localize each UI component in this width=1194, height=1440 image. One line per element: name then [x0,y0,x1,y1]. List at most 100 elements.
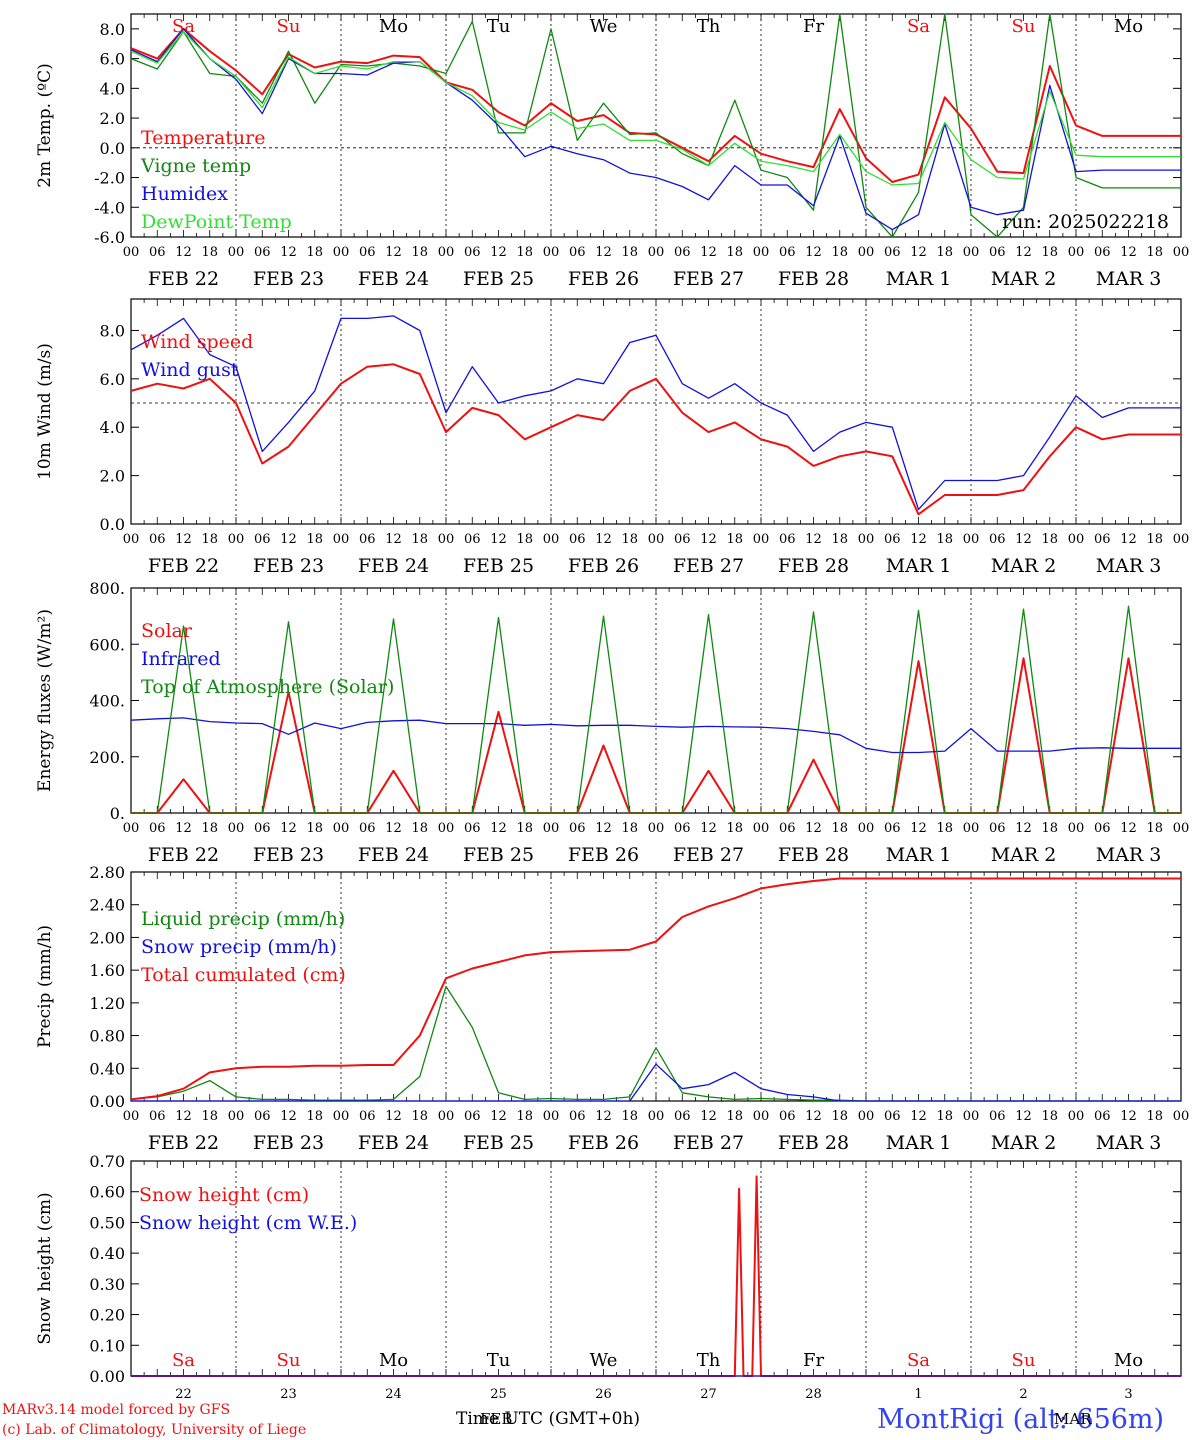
hour-tick-label: 00 [1068,245,1085,260]
hour-tick-label: 18 [1146,821,1163,836]
weekday-label: Th [697,16,721,37]
day-number-label: 24 [385,1387,402,1402]
series-line-wind-speed [130,363,1181,516]
hour-tick-label: 12 [280,532,297,547]
hour-tick-label: 18 [936,532,953,547]
hour-tick-label: 18 [411,1109,428,1124]
hour-tick-label: 12 [175,821,192,836]
legend-entry: Wind speed [141,331,253,353]
series-line-infrared [130,717,1181,754]
hour-tick-label: 12 [385,245,402,260]
hour-tick-label: 12 [385,1109,402,1124]
hour-tick-label: 18 [1146,1109,1163,1124]
hour-tick-label: 18 [1146,532,1163,547]
y-tick-label: -6.0 [94,228,125,247]
hour-tick-label: 12 [805,245,822,260]
hour-tick-label: 12 [385,821,402,836]
hour-tick-label: 00 [543,245,560,260]
weekday-label: Mo [379,1350,408,1371]
hour-tick-label: 18 [936,245,953,260]
hour-tick-label: 12 [595,245,612,260]
hour-tick-label: 12 [910,532,927,547]
weekday-label: Su [1012,1350,1036,1371]
date-label: FEB 25 [463,555,534,577]
date-label: FEB 24 [358,268,429,290]
hour-tick-label: 12 [595,1109,612,1124]
date-label: MAR 2 [991,268,1057,290]
date-label: FEB 24 [358,1132,429,1154]
hour-tick-label: 18 [516,1109,533,1124]
date-label: FEB 23 [253,268,324,290]
day-number-label: 1 [914,1387,922,1402]
hour-tick-label: 06 [569,1109,586,1124]
series-line-vigne-temp [130,13,1181,238]
hour-tick-label: 00 [1173,821,1190,836]
y-tick-label: -2.0 [94,169,125,188]
hour-tick-label: 06 [254,245,271,260]
hour-tick-label: 00 [753,821,770,836]
hour-tick-label: 18 [306,532,323,547]
date-label: FEB 23 [253,555,324,577]
hour-tick-label: 06 [884,821,901,836]
day-number-label: 28 [805,1387,822,1402]
date-label: MAR 2 [991,844,1057,866]
date-label: FEB 23 [253,844,324,866]
hour-tick-label: 06 [989,245,1006,260]
hour-tick-label: 18 [306,245,323,260]
hour-tick-label: 00 [333,532,350,547]
hour-tick-label: 06 [1094,532,1111,547]
hour-tick-label: 12 [1120,245,1137,260]
hour-tick-label: 00 [963,532,980,547]
hour-tick-label: 00 [438,245,455,260]
y-tick-label: 0.20 [89,1306,125,1325]
day-number-label: 2 [1019,1387,1027,1402]
hour-tick-label: 00 [963,245,980,260]
hour-tick-label: 00 [228,245,245,260]
y-tick-label: 2.40 [89,896,125,915]
hour-tick-label: 18 [831,245,848,260]
hour-tick-label: 12 [700,821,717,836]
hour-tick-label: 12 [1015,1109,1032,1124]
date-label: MAR 1 [886,1132,952,1154]
hour-tick-label: 12 [700,245,717,260]
hour-tick-label: 00 [753,532,770,547]
legend-entry: Infrared [141,648,221,670]
hour-tick-label: 12 [595,532,612,547]
y-tick-label: 0. [110,804,125,823]
series-line-top-of-atmosphere-solar [131,605,1181,814]
hour-tick-label: 00 [333,1109,350,1124]
hour-tick-label: 18 [516,245,533,260]
date-label: FEB 23 [253,1132,324,1154]
credit-line-1: MARv3.14 model forced by GFS [2,1402,230,1418]
hour-tick-label: 00 [753,245,770,260]
hour-tick-label: 12 [1120,532,1137,547]
hour-tick-label: 18 [306,821,323,836]
legend-entry: Total cumulated (cm) [141,964,346,986]
y-tick-label: 0.00 [89,1092,125,1111]
hour-tick-label: 18 [411,245,428,260]
hour-tick-label: 18 [516,532,533,547]
credit-line-2: (c) Lab. of Climatology, University of L… [2,1422,306,1438]
hour-tick-label: 00 [543,532,560,547]
legend-entry: DewPoint Temp [141,211,292,233]
hour-tick-label: 18 [1041,245,1058,260]
legend-entry: Humidex [141,183,228,205]
day-number-label: 26 [595,1387,612,1402]
weekday-label: Mo [1114,1350,1143,1371]
date-label: FEB 26 [568,1132,639,1154]
weekday-label: Fr [803,1350,824,1371]
hour-tick-label: 00 [543,821,560,836]
y-tick-label: 0.60 [89,1183,125,1202]
date-label: FEB 28 [778,1132,849,1154]
y-tick-label: 0.0 [100,515,125,534]
hour-tick-label: 06 [149,821,166,836]
y-tick-label: 8.0 [100,20,125,39]
hour-tick-label: 00 [648,532,665,547]
hour-tick-label: 06 [359,245,376,260]
y-tick-label: 2.80 [89,863,125,882]
hour-tick-label: 00 [858,532,875,547]
hour-tick-label: 06 [989,1109,1006,1124]
date-label: FEB 22 [148,844,219,866]
y-tick-label: 4.0 [100,418,125,437]
